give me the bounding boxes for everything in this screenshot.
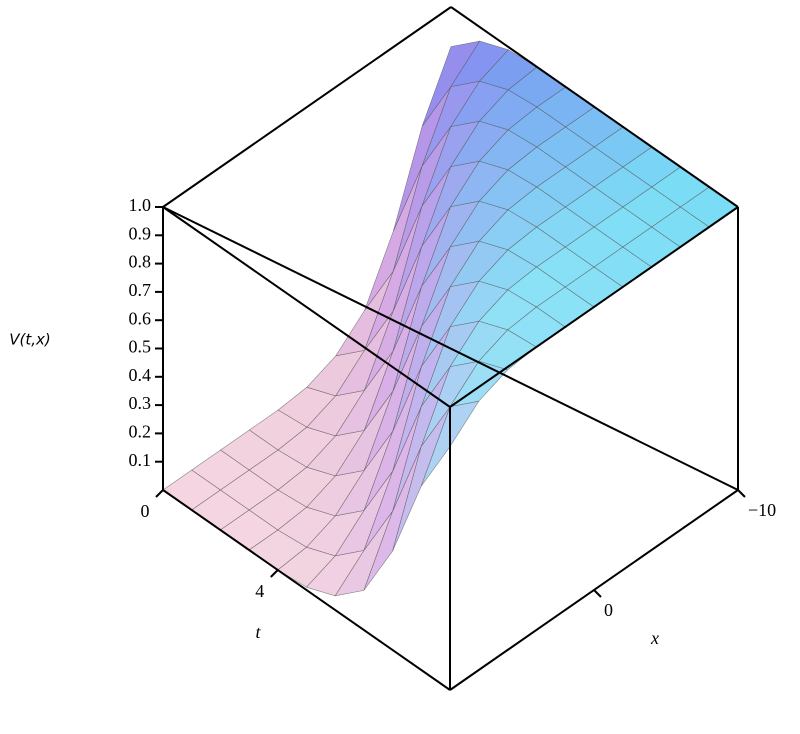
z-tick-label: 0.4 [129,365,152,385]
t-tick [270,569,279,578]
z-tick-label: 0.9 [129,223,152,243]
x-tick [593,589,602,598]
z-tick-label: 0.3 [129,393,152,413]
z-axis-label: V(t,x) [9,331,51,349]
t-tick [155,489,164,498]
z-tick-label: 1.0 [129,195,152,215]
x-tick [737,489,746,498]
z-tick-label: 0.2 [129,422,152,442]
t-axis-label: t [255,622,261,642]
box-edge [162,206,451,408]
surface [162,40,739,597]
x-axis-label: x [650,628,659,648]
box-edge [162,6,452,208]
z-tick-label: 0.8 [129,252,152,272]
x-tick-label: −10 [748,500,776,520]
box-edge [162,489,451,691]
z-tick-label: 0.1 [129,450,152,470]
t-tick-label: 0 [141,501,150,521]
t-tick-label: 4 [255,581,264,601]
box-edge [449,206,739,408]
z-tick-label: 0.6 [129,308,152,328]
x-tick-label: 0 [604,600,613,620]
box-edge [162,206,739,491]
z-tick-label: 0.7 [129,280,152,300]
box-edge [450,6,739,208]
axes-box [155,6,746,691]
z-tick-label: 0.5 [129,337,152,357]
